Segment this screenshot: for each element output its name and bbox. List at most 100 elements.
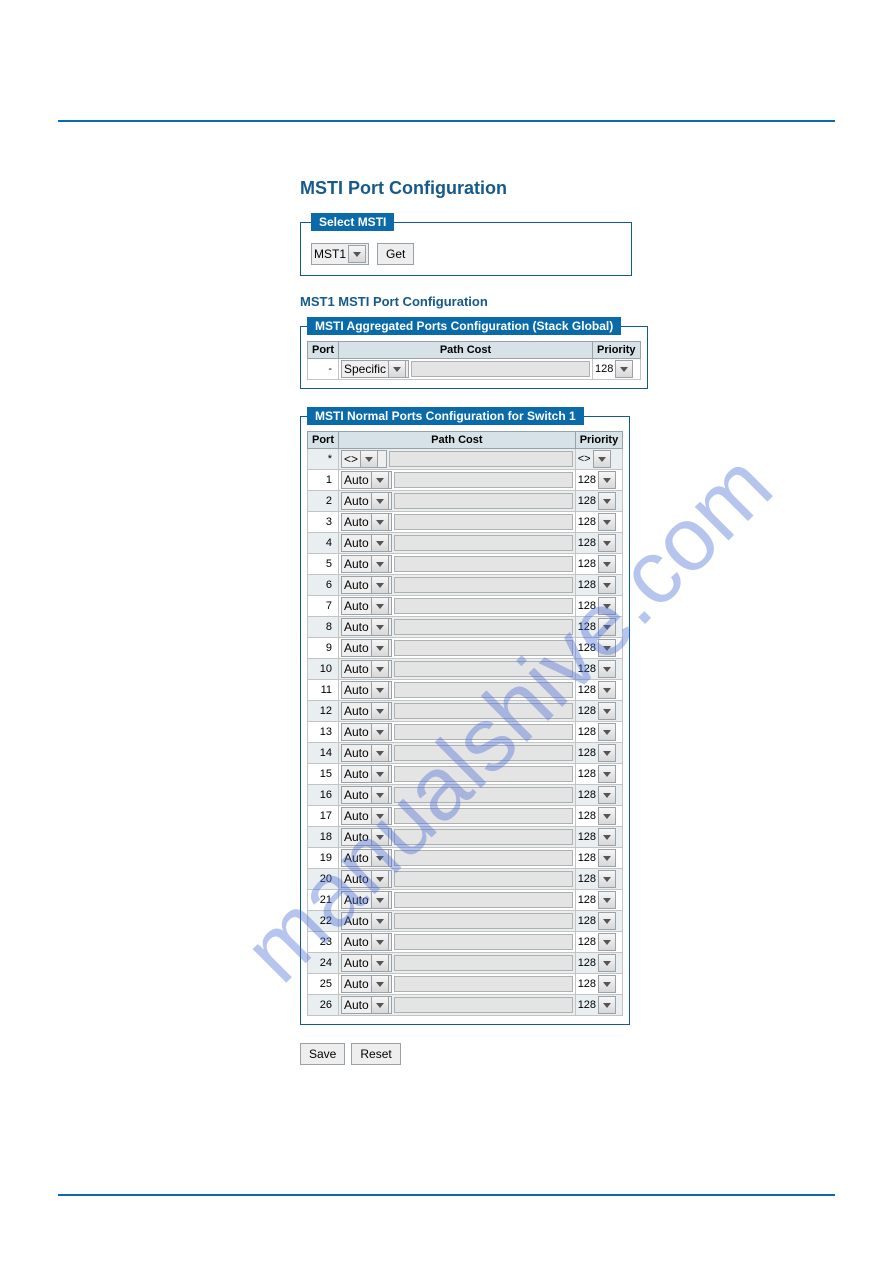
pathcost-mode-select[interactable]: Auto	[341, 870, 392, 888]
chevron-down-icon[interactable]	[598, 534, 616, 552]
chevron-down-icon[interactable]	[598, 975, 616, 993]
pathcost-mode-select[interactable]: Auto	[341, 786, 392, 804]
priority-value: 128	[578, 747, 596, 759]
chevron-down-icon[interactable]	[598, 513, 616, 531]
chevron-down-icon[interactable]	[598, 870, 616, 888]
chevron-down-icon[interactable]	[598, 702, 616, 720]
pathcost-value-input[interactable]	[394, 640, 573, 656]
priority-value: 128	[578, 768, 596, 780]
pathcost-value-input[interactable]	[394, 535, 573, 551]
chevron-down-icon[interactable]	[598, 723, 616, 741]
chevron-down-icon[interactable]	[598, 576, 616, 594]
pathcost-value-input[interactable]	[394, 514, 573, 530]
agg-pathcost-mode-select[interactable]: Specific	[341, 360, 409, 378]
chevron-down-icon[interactable]	[598, 639, 616, 657]
chevron-down-icon[interactable]	[598, 618, 616, 636]
chevron-down-icon[interactable]	[598, 660, 616, 678]
chevron-down-icon[interactable]	[598, 996, 616, 1014]
pathcost-mode-select[interactable]: Auto	[341, 681, 392, 699]
chevron-down-icon[interactable]	[598, 597, 616, 615]
pathcost-value-input[interactable]	[394, 934, 573, 950]
chevron-down-icon[interactable]	[598, 912, 616, 930]
priority-value: 128	[578, 642, 596, 654]
pathcost-value-input[interactable]	[394, 787, 573, 803]
pathcost-value-input[interactable]	[394, 997, 573, 1013]
pathcost-value-input[interactable]	[394, 808, 573, 824]
pathcost-mode-select[interactable]: Auto	[341, 849, 392, 867]
pathcost-mode-select[interactable]: Auto	[341, 996, 392, 1014]
pathcost-value-input[interactable]	[394, 829, 573, 845]
port-number: 8	[326, 621, 332, 633]
pathcost-value-input[interactable]	[394, 556, 573, 572]
pathcost-value-input[interactable]	[394, 745, 573, 761]
chevron-down-icon	[371, 723, 389, 741]
chevron-down-icon[interactable]	[598, 555, 616, 573]
chevron-down-icon[interactable]	[598, 471, 616, 489]
pathcost-value-input[interactable]	[394, 472, 573, 488]
msti-select[interactable]: MST1	[311, 243, 369, 265]
pathcost-mode-select[interactable]: Auto	[341, 975, 392, 993]
port-number: 1	[326, 474, 332, 486]
pathcost-value-input[interactable]	[394, 871, 573, 887]
pathcost-mode-select[interactable]: Auto	[341, 723, 392, 741]
chevron-down-icon[interactable]	[598, 828, 616, 846]
pathcost-mode-value: Auto	[344, 620, 369, 634]
pathcost-mode-select[interactable]: Auto	[341, 954, 392, 972]
chevron-down-icon[interactable]	[593, 450, 611, 468]
pathcost-value-input[interactable]	[394, 703, 573, 719]
pathcost-value-input[interactable]	[394, 493, 573, 509]
pathcost-value-input[interactable]	[394, 598, 573, 614]
pathcost-mode-value: Auto	[344, 557, 369, 571]
chevron-down-icon[interactable]	[598, 849, 616, 867]
pathcost-mode-select[interactable]: Auto	[341, 534, 392, 552]
pathcost-value-input[interactable]	[394, 619, 573, 635]
pathcost-mode-value: Auto	[344, 641, 369, 655]
get-button[interactable]: Get	[377, 243, 414, 265]
pathcost-mode-select[interactable]: Auto	[341, 513, 392, 531]
pathcost-mode-select[interactable]: Auto	[341, 639, 392, 657]
chevron-down-icon[interactable]	[598, 933, 616, 951]
pathcost-mode-select[interactable]: Auto	[341, 765, 392, 783]
chevron-down-icon[interactable]	[598, 744, 616, 762]
chevron-down-icon[interactable]	[598, 681, 616, 699]
chevron-down-icon[interactable]	[598, 786, 616, 804]
pathcost-mode-select[interactable]: Auto	[341, 597, 392, 615]
pathcost-mode-select[interactable]: Auto	[341, 744, 392, 762]
pathcost-value-input[interactable]	[394, 577, 573, 593]
pathcost-mode-select[interactable]: Auto	[341, 828, 392, 846]
chevron-down-icon[interactable]	[598, 765, 616, 783]
pathcost-value-input[interactable]	[394, 661, 573, 677]
pathcost-mode-select[interactable]: Auto	[341, 702, 392, 720]
pathcost-value-input[interactable]	[389, 451, 573, 467]
chevron-down-icon[interactable]	[598, 492, 616, 510]
pathcost-mode-select[interactable]: Auto	[341, 555, 392, 573]
pathcost-mode-select[interactable]: Auto	[341, 576, 392, 594]
chevron-down-icon[interactable]	[598, 807, 616, 825]
save-button[interactable]: Save	[300, 1043, 345, 1065]
pathcost-value-input[interactable]	[394, 850, 573, 866]
agg-pathcost-value-input[interactable]	[411, 361, 590, 377]
pathcost-value-input[interactable]	[394, 724, 573, 740]
port-number: 4	[326, 537, 332, 549]
pathcost-mode-select[interactable]: Auto	[341, 933, 392, 951]
pathcost-value-input[interactable]	[394, 766, 573, 782]
pathcost-mode-select[interactable]: Auto	[341, 471, 392, 489]
reset-button[interactable]: Reset	[351, 1043, 400, 1065]
table-row: 11Auto128	[308, 680, 623, 701]
pathcost-mode-select[interactable]: Auto	[341, 891, 392, 909]
pathcost-value-input[interactable]	[394, 976, 573, 992]
pathcost-mode-select[interactable]: <>	[341, 450, 387, 468]
chevron-down-icon[interactable]	[598, 954, 616, 972]
pathcost-mode-select[interactable]: Auto	[341, 618, 392, 636]
chevron-down-icon[interactable]	[615, 360, 633, 378]
pathcost-mode-select[interactable]: Auto	[341, 912, 392, 930]
pathcost-value-input[interactable]	[394, 955, 573, 971]
pathcost-value-input[interactable]	[394, 682, 573, 698]
pathcost-mode-select[interactable]: Auto	[341, 807, 392, 825]
chevron-down-icon[interactable]	[598, 891, 616, 909]
pathcost-value-input[interactable]	[394, 892, 573, 908]
pathcost-mode-select[interactable]: Auto	[341, 660, 392, 678]
pathcost-value-input[interactable]	[394, 913, 573, 929]
pathcost-mode-select[interactable]: Auto	[341, 492, 392, 510]
pathcost-mode-value: Auto	[344, 515, 369, 529]
